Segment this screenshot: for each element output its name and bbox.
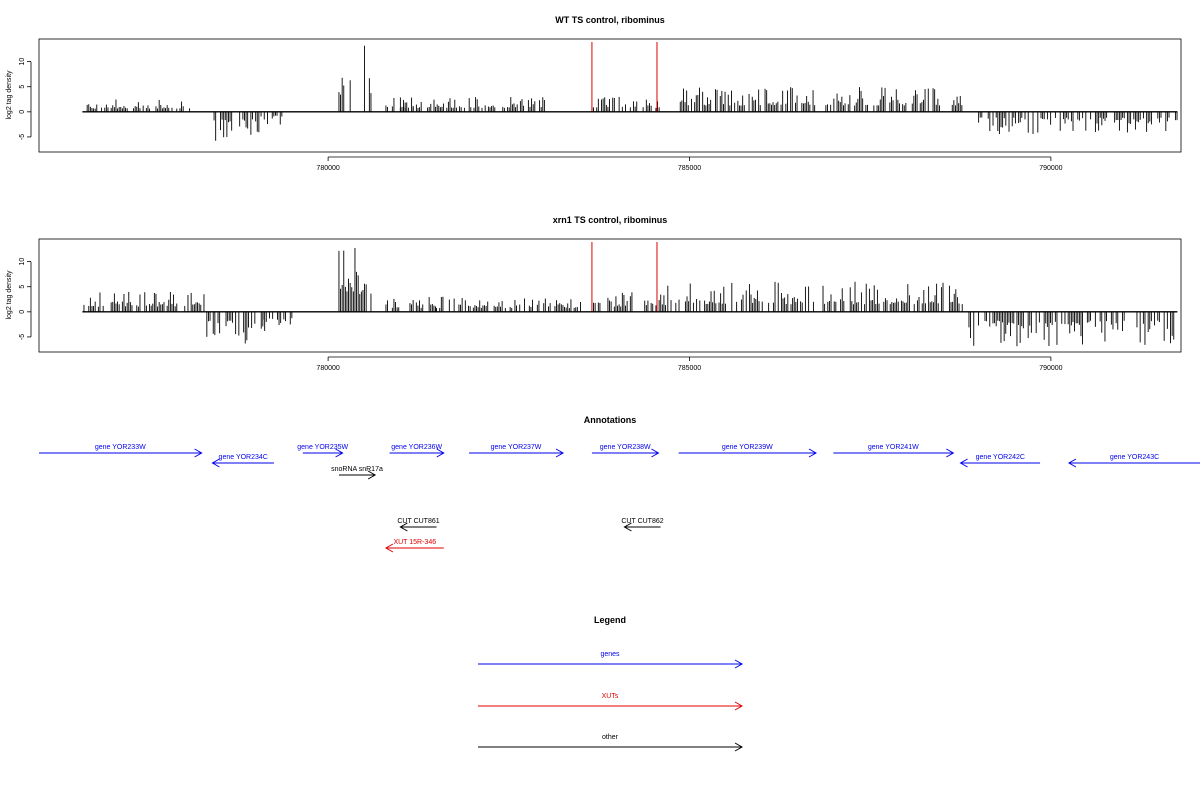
annotation-feature: gene YOR243C (1067, 454, 1200, 468)
annotation-feature: gene YOR241W (833, 444, 955, 458)
y-tick-label: 0 (19, 310, 26, 314)
arrow-head (651, 448, 660, 458)
legend-label: other (602, 734, 619, 741)
legend-item: other (478, 734, 744, 752)
annotation-feature: gene YOR242C (959, 454, 1041, 468)
feature-label: gene YOR237W (491, 444, 542, 451)
y-tick-label: 0 (19, 110, 26, 114)
y-tick-label: 10 (19, 58, 26, 66)
annotation-feature: gene YOR237W (469, 444, 565, 458)
legend-label: XUTs (602, 693, 619, 700)
y-tick-label: 5 (19, 285, 26, 289)
annotation-feature: gene YOR238W (591, 444, 660, 458)
arrow-head (734, 701, 744, 711)
marker-lines (591, 42, 658, 112)
arrow-head (555, 448, 565, 458)
arrow-head (335, 448, 344, 458)
y-axis: -5 0 5 10 (19, 258, 32, 340)
annotations-title: Annotations (584, 415, 637, 425)
legend-title: Legend (594, 615, 626, 625)
annotation-feature: gene YOR236W (389, 444, 445, 458)
arrow-head (808, 448, 818, 458)
annotation-feature: gene YOR233W (39, 444, 203, 458)
legend-item: XUTs (478, 693, 744, 711)
legend-item: genes (478, 651, 744, 669)
feature-label: gene YOR239W (722, 444, 773, 451)
legend: Legend genes XUTs other (478, 615, 744, 752)
annotation-feature: CUT CUT861 (397, 518, 440, 532)
feature-label: CUT CUT862 (621, 518, 663, 525)
coverage-bars (83, 248, 1175, 347)
arrow-head (384, 543, 394, 553)
legend-items: genes XUTs other (478, 651, 744, 752)
annotation-feature: CUT CUT862 (621, 518, 664, 532)
x-tick-label: 790000 (1039, 165, 1062, 172)
annotation-feature: gene YOR239W (678, 444, 818, 458)
y-axis: -5 0 5 10 (19, 58, 32, 140)
arrow-head (734, 742, 744, 752)
x-tick-label: 780000 (316, 165, 339, 172)
feature-label: snoRNA snR17a (331, 466, 383, 473)
x-axis: 780000 785000 790000 (316, 356, 1063, 372)
x-tick-label: 790000 (1039, 365, 1062, 372)
annotation-feature: snoRNA snR17a (331, 466, 383, 480)
x-tick-label: 785000 (678, 165, 701, 172)
y-axis-label: log2 tag density (6, 70, 13, 120)
arrow-head (436, 448, 445, 458)
feature-label: gene YOR235W (297, 444, 348, 451)
feature-label: gene YOR236W (391, 444, 442, 451)
feature-label: gene YOR233W (95, 444, 146, 451)
y-tick-label: -5 (19, 334, 26, 340)
y-tick-label: 10 (19, 258, 26, 266)
annotation-feature: gene YOR235W (297, 444, 349, 458)
y-axis-label: log2 tag density (6, 270, 13, 320)
plot-frame (38, 38, 1182, 153)
annotation-feature: gene YOR234C (211, 454, 274, 468)
x-tick-label: 785000 (678, 365, 701, 372)
annotation-features: gene YOR233W gene YOR234C gene YOR235W snoR… (39, 444, 1200, 553)
xrn1-coverage-panel: xrn1 TS control, ribominus log2 tag dens… (6, 215, 1182, 372)
feature-label: gene YOR242C (976, 454, 1025, 461)
panel-title: WT TS control, ribominus (555, 15, 665, 25)
y-tick-label: 5 (19, 85, 26, 89)
arrow-head (399, 522, 408, 532)
x-tick-label: 780000 (316, 365, 339, 372)
panel-title: xrn1 TS control, ribominus (553, 215, 668, 225)
feature-label: gene YOR234C (219, 454, 268, 461)
arrow-head (211, 458, 220, 468)
arrow-head (623, 522, 632, 532)
x-axis: 780000 785000 790000 (316, 156, 1063, 172)
wt-coverage-panel: WT TS control, ribominus log2 tag densit… (6, 15, 1182, 172)
coverage-bars (86, 45, 1178, 141)
feature-label: XUT 15R-346 (393, 539, 436, 546)
arrow-head (734, 659, 744, 669)
arrow-head (194, 448, 203, 458)
legend-label: genes (600, 651, 620, 658)
y-tick-label: -5 (19, 134, 26, 140)
feature-label: gene YOR243C (1110, 454, 1159, 461)
arrow-head (946, 448, 955, 458)
arrow-head (367, 470, 377, 480)
plot-frame (38, 238, 1182, 353)
arrow-head (959, 458, 968, 468)
feature-label: gene YOR241W (868, 444, 919, 451)
annotation-feature: XUT 15R-346 (384, 539, 444, 553)
feature-label: CUT CUT861 (397, 518, 439, 525)
arrow-head (1067, 458, 1077, 468)
marker-lines (591, 242, 658, 312)
feature-label: gene YOR238W (600, 444, 651, 451)
